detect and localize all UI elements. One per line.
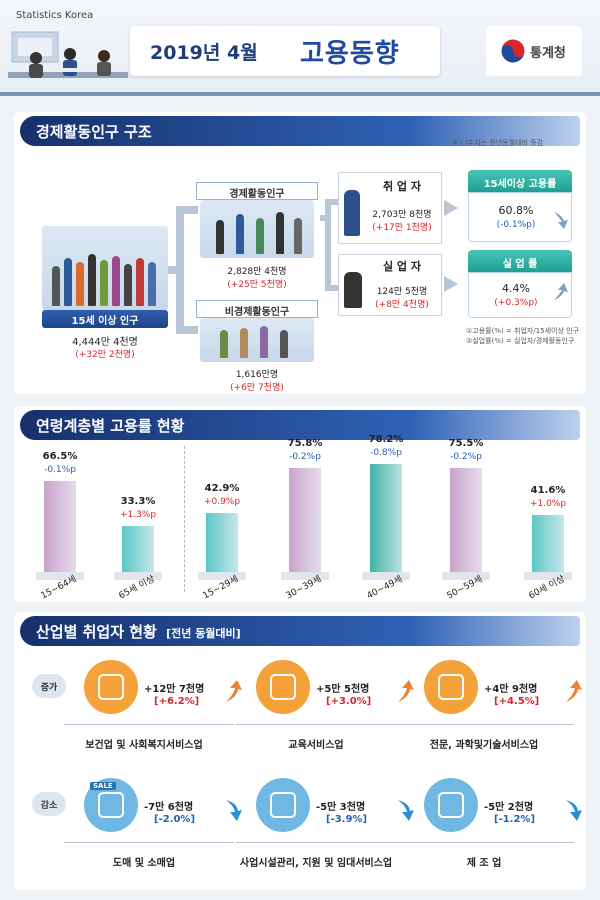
inactive-change: (+6만 7천명) (230, 383, 284, 393)
industry-divider (404, 842, 574, 843)
footnote-emp-rate: ①고용률(%) = 취업자/15세이상 인구 (466, 327, 580, 335)
emp-rate-label: 15세이상 고용률 (468, 170, 572, 192)
population-illustration (42, 226, 168, 310)
arrow-to-unemp-rate-icon (444, 276, 458, 292)
increase-tag: 증가 (32, 674, 66, 698)
industry-value: -5만 3천명 (316, 802, 366, 813)
industry-divider (404, 724, 574, 725)
inactive-value: 1,616만명 (235, 370, 279, 380)
taegeuk-logo-icon (500, 38, 526, 64)
sale-shirt-icon: SALE (84, 778, 138, 832)
logo-text: 통계청 (530, 46, 566, 61)
unemp-rate-box (468, 272, 572, 318)
title-box (130, 26, 440, 76)
unemployed-label: 실 업 자 (382, 260, 422, 273)
active-value: 2,828만 4천명 (227, 267, 287, 277)
industry-value: +4만 9천명 (484, 684, 538, 695)
employed-change: (+17만 1천명) (372, 223, 432, 233)
gear-icon (424, 778, 478, 832)
industry-value: +5만 5천명 (316, 684, 370, 695)
industry-change: [-1.2%] (494, 814, 536, 825)
active-change: (+25만 5천명) (227, 280, 287, 290)
arrow-to-emp-rate-icon (444, 200, 458, 216)
emp-rate-value: 60.8% (498, 204, 534, 217)
age-group-divider (184, 446, 185, 592)
medical-kit-icon (84, 660, 138, 714)
industry-change: [-3.9%] (326, 814, 368, 825)
active-label: 경제활동인구 (196, 182, 318, 200)
industry-name: 보건업 및 사회복지서비스업 (85, 740, 203, 751)
industry-name: 교육서비스업 (288, 740, 344, 751)
industry-panel (14, 612, 586, 890)
industry-change: [+3.0%] (326, 696, 372, 707)
sale-tag-text: SALE (90, 782, 116, 790)
industry-heading: 산업별 취업자 현황 [전년 동월대비] (20, 616, 580, 646)
active-illustration (200, 200, 314, 258)
unemp-rate-label: 실 업 률 (468, 250, 572, 272)
industry-change: [+6.2%] (154, 696, 200, 707)
tools-icon (256, 778, 310, 832)
connector-lines-2 (320, 199, 340, 291)
industry-change: [+4.5%] (494, 696, 540, 707)
industry-name: 도매 및 소매업 (112, 858, 176, 869)
employed-label: 취 업 자 (382, 180, 422, 193)
connector-lines (168, 206, 198, 334)
industry-name: 사업시설관리, 지원 및 임대서비스업 (239, 858, 393, 869)
age-heading: 연령계층별 고용률 현황 (20, 410, 580, 440)
down-arrow-icon (554, 212, 568, 229)
decrease-tag: 감소 (32, 792, 66, 816)
industry-heading-title: 산업별 취업자 현황 (36, 623, 157, 641)
footnote-unemp-rate: ②실업률(%) = 실업자/경제활동인구 (466, 337, 575, 345)
trend-up-icon (396, 680, 414, 704)
unemployed-person-icon (344, 272, 362, 308)
unemp-rate-value: 4.4% (502, 282, 530, 295)
industry-value: -7만 6천명 (144, 802, 194, 813)
trend-down-icon (564, 798, 582, 822)
unemployed-value: 124만 5천명 (376, 287, 428, 297)
emp-rate-change: (-0.1%p) (496, 220, 536, 230)
industry-divider (64, 724, 234, 725)
trend-up-icon (224, 680, 242, 704)
inactive-label: 비경제활동인구 (196, 300, 318, 318)
org-name: Statistics Korea (16, 10, 94, 21)
inactive-illustration (200, 318, 314, 362)
emp-rate-box (468, 192, 572, 242)
industry-heading-sub: [전년 동월대비] (166, 627, 241, 640)
unemployed-change: (+8만 4천명) (375, 300, 429, 310)
trend-up-icon (564, 680, 582, 704)
industry-value: +12만 7천명 (144, 684, 205, 695)
report-date: 2019년 4월 (150, 42, 258, 64)
trend-down-icon (224, 798, 242, 822)
industry-value: -5만 2천명 (484, 802, 534, 813)
industry-divider (236, 842, 406, 843)
structure-note: ※ ( )수치는 전년동월대비 증감 (452, 139, 544, 147)
up-arrow-icon (554, 283, 568, 300)
employed-person-icon (344, 190, 360, 236)
header-banner: Statistics Korea 2019년 4월 고용동향 통계청 (0, 0, 600, 96)
clipboard-icon (256, 660, 310, 714)
industry-divider (236, 724, 406, 725)
industry-name: 제 조 업 (466, 858, 502, 869)
employed-value: 2,703만 8천명 (372, 210, 432, 220)
report-title: 고용동향 (300, 39, 400, 69)
unemp-rate-change: (+0.3%p) (494, 298, 538, 308)
pop15-value: 4,444만 4천명 (72, 337, 138, 348)
pop15-change: (+32만 2천명) (75, 350, 135, 360)
industry-divider (64, 842, 234, 843)
office-people-illustration (8, 31, 128, 78)
industry-name: 전문, 과학및기술서비스업 (429, 740, 539, 751)
pop15-label: 15세 이상 인구 (42, 310, 168, 328)
test-tube-icon (424, 660, 478, 714)
structure-heading: 경제활동인구 구조 (20, 116, 580, 146)
industry-change: [-2.0%] (154, 814, 196, 825)
trend-down-icon (396, 798, 414, 822)
